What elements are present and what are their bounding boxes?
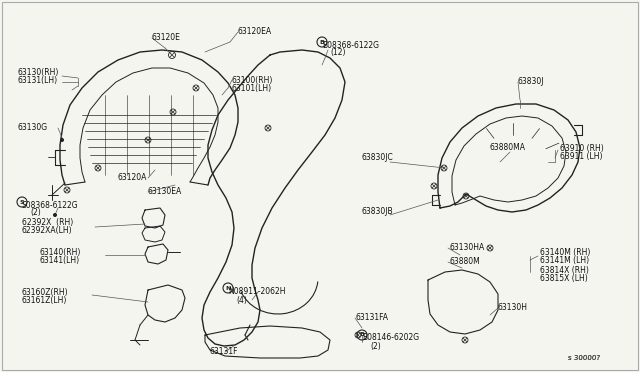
Text: B: B (319, 39, 324, 45)
Text: 63131(LH): 63131(LH) (18, 76, 58, 84)
Text: S: S (20, 199, 24, 205)
Text: 63120E: 63120E (152, 33, 181, 42)
Text: 63100(RH): 63100(RH) (232, 76, 273, 84)
Circle shape (54, 214, 56, 217)
Text: 63141(LH): 63141(LH) (40, 256, 80, 264)
Text: 63830J: 63830J (518, 77, 545, 87)
Text: 63130(RH): 63130(RH) (18, 67, 60, 77)
Text: B08146-6202G: B08146-6202G (362, 334, 419, 343)
Text: 63130G: 63130G (18, 124, 48, 132)
Text: 63120EA: 63120EA (238, 28, 272, 36)
Text: 63101(LH): 63101(LH) (232, 83, 272, 93)
Text: 63814X (RH): 63814X (RH) (540, 266, 589, 275)
Text: 63140M (RH): 63140M (RH) (540, 247, 590, 257)
Text: S08368-6122G: S08368-6122G (22, 201, 79, 209)
Text: (12): (12) (330, 48, 346, 58)
Text: 62392X  (RH): 62392X (RH) (22, 218, 73, 228)
Text: s 30000?: s 30000? (568, 355, 600, 361)
Text: 63131FA: 63131FA (355, 314, 388, 323)
Text: s 30000?: s 30000? (568, 355, 600, 361)
Text: N: N (225, 285, 230, 291)
Text: 63830JC: 63830JC (362, 154, 394, 163)
Text: (4): (4) (236, 295, 247, 305)
Text: 63141M (LH): 63141M (LH) (540, 256, 589, 264)
Text: 63130HA: 63130HA (450, 244, 485, 253)
Text: 63160Z(RH): 63160Z(RH) (22, 288, 68, 296)
Text: 63131F: 63131F (210, 347, 239, 356)
Text: 63830JB: 63830JB (362, 208, 394, 217)
Text: 63880MA: 63880MA (490, 144, 526, 153)
Text: 63911 (LH): 63911 (LH) (560, 151, 602, 160)
Text: 63130H: 63130H (498, 304, 528, 312)
Text: (2): (2) (370, 341, 381, 350)
Text: 63880M: 63880M (450, 257, 481, 266)
Text: 63910 (RH): 63910 (RH) (560, 144, 604, 153)
Text: 63130EA: 63130EA (148, 187, 182, 196)
Text: 62392XA(LH): 62392XA(LH) (22, 227, 72, 235)
Text: B: B (360, 333, 364, 337)
Text: (2): (2) (30, 208, 41, 218)
Text: N08911-2062H: N08911-2062H (228, 288, 285, 296)
Circle shape (61, 138, 63, 141)
Text: 63815X (LH): 63815X (LH) (540, 273, 588, 282)
Text: 63161Z(LH): 63161Z(LH) (22, 295, 67, 305)
Text: 63140(RH): 63140(RH) (40, 247, 81, 257)
Text: B08368-6122G: B08368-6122G (322, 41, 379, 49)
Text: 63120A: 63120A (118, 173, 147, 183)
